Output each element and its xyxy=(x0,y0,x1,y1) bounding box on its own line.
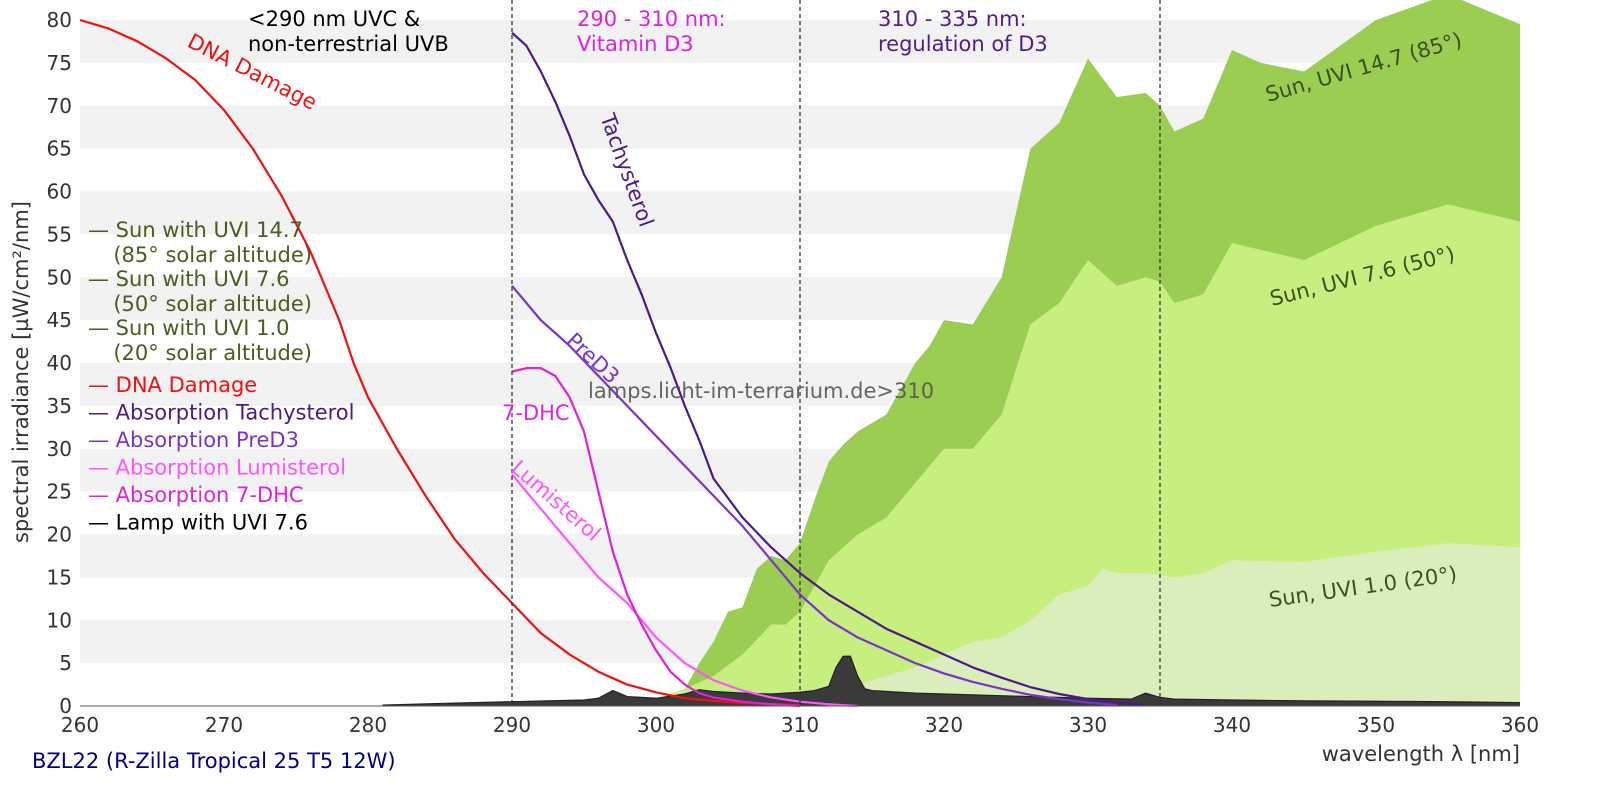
region-label: 290 - 310 nm: Vitamin D3 xyxy=(577,7,726,56)
x-tick-label: 320 xyxy=(925,713,963,737)
legend-entry: — Lamp with UVI 7.6 xyxy=(88,511,308,535)
area-series xyxy=(382,0,1520,706)
legend-entry: — DNA Damage xyxy=(88,373,257,397)
y-tick-label: 35 xyxy=(47,394,72,418)
region-label-line: <290 nm UVC & xyxy=(248,7,420,31)
y-tick-label: 80 xyxy=(47,8,72,32)
y-tick-label: 40 xyxy=(47,351,72,375)
region-label: 310 - 335 nm: regulation of D3 xyxy=(878,7,1048,56)
y-tick-label: 5 xyxy=(59,651,72,675)
x-axis-title: wavelength λ [nm] xyxy=(1322,742,1520,766)
x-tick-label: 280 xyxy=(349,713,387,737)
y-tick-label: 20 xyxy=(47,523,72,547)
legend-entry-line: (85° solar altitude) xyxy=(100,243,312,267)
region-label-line: 290 - 310 nm: xyxy=(577,7,726,31)
line-absorption-tachysterol xyxy=(511,32,1146,707)
legend-entry-line: (20° solar altitude) xyxy=(100,341,312,365)
lamp-outline xyxy=(382,655,1520,706)
x-tick-label: 340 xyxy=(1213,713,1251,737)
legend-entry: — Absorption PreD3 xyxy=(88,428,299,452)
lamp-name-footer: BZL22 (R-Zilla Tropical 25 T5 12W) xyxy=(32,749,396,773)
legend-entry-line: — Absorption Tachysterol xyxy=(88,401,354,425)
area-lamp-with-uvi-7-6 xyxy=(382,656,1520,706)
legend-entry-line: — Absorption Lumisterol xyxy=(88,456,346,480)
line-absorption-7-dhc xyxy=(511,367,801,708)
y-tick-label: 0 xyxy=(59,694,72,718)
legend-entry: — Sun with UVI 7.6 (50° solar altitude) xyxy=(88,267,312,316)
y-tick-label: 55 xyxy=(47,222,72,246)
legend-entry-line: — DNA Damage xyxy=(88,373,257,397)
x-tick-label: 330 xyxy=(1069,713,1107,737)
x-tick-label: 360 xyxy=(1501,713,1539,737)
legend-entry-line: — Sun with UVI 1.0 xyxy=(88,316,290,340)
line-absorption-pred3 xyxy=(511,285,1117,707)
legend-entry: — Sun with UVI 14.7 (85° solar altitude) xyxy=(88,218,312,267)
legend-entry: — Absorption Tachysterol xyxy=(88,401,354,425)
y-tick-label: 30 xyxy=(47,437,72,461)
legend-entry: — Absorption Lumisterol xyxy=(88,456,346,480)
legend-entry: — Sun with UVI 1.0 (20° solar altitude) xyxy=(88,316,312,365)
region-label: <290 nm UVC & non-terrestrial UVB xyxy=(248,7,449,56)
legend-entry: — Absorption 7-DHC xyxy=(88,483,304,507)
legend-entry-line: (50° solar altitude) xyxy=(100,292,312,316)
x-tick-label: 300 xyxy=(637,713,675,737)
x-tick-label: 310 xyxy=(781,713,819,737)
area-sun-uvi-1-0-20- xyxy=(699,543,1520,706)
legend-entry-line: — Absorption 7-DHC xyxy=(88,483,304,507)
legend-entry-line: — Lamp with UVI 7.6 xyxy=(88,511,308,535)
x-tick-label: 270 xyxy=(205,713,243,737)
y-tick-label: 45 xyxy=(47,308,72,332)
x-tick-label: 290 xyxy=(493,713,531,737)
region-label-line: 310 - 335 nm: xyxy=(878,7,1027,31)
y-tick-label: 50 xyxy=(47,265,72,289)
region-label-line: regulation of D3 xyxy=(878,32,1048,56)
region-label-line: Vitamin D3 xyxy=(577,32,694,56)
legend-entry-line: — Sun with UVI 14.7 xyxy=(88,218,303,242)
y-tick-label: 60 xyxy=(47,180,72,204)
y-axis-title: spectral irradiance [µW/cm²/nm] xyxy=(9,201,33,543)
line-series xyxy=(79,18,1146,708)
legend-entry-line: — Sun with UVI 7.6 xyxy=(88,267,290,291)
line-dna-damage xyxy=(79,18,801,707)
y-tick-label: 15 xyxy=(47,565,72,589)
region-dividers xyxy=(511,0,1161,706)
watermark: lamps.licht-im-terrarium.de>310 xyxy=(588,379,934,403)
y-tick-label: 70 xyxy=(47,94,72,118)
grid-band xyxy=(80,20,1520,63)
x-tick-label: 350 xyxy=(1357,713,1395,737)
y-tick-label: 65 xyxy=(47,137,72,161)
x-tick-label: 260 xyxy=(61,713,99,737)
y-tick-label: 10 xyxy=(47,608,72,632)
axes: 0 5 10 15 20 25 30 35 40 45 50 55 60 65 70 75 80 260 270 28… xyxy=(9,8,1539,766)
legend-entry-line: — Absorption PreD3 xyxy=(88,428,299,452)
y-tick-label: 75 xyxy=(47,51,72,75)
curve-label: 7-DHC xyxy=(502,401,570,425)
y-tick-label: 25 xyxy=(47,480,72,504)
region-label-line: non-terrestrial UVB xyxy=(248,32,449,56)
